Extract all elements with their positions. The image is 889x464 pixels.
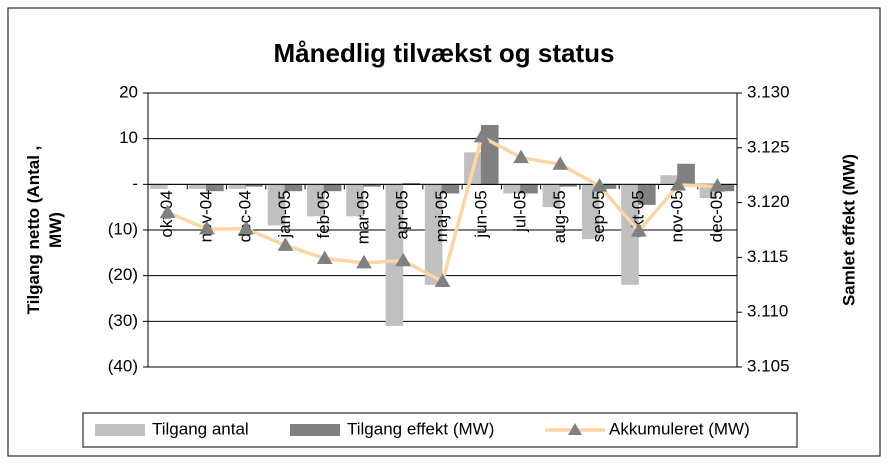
marker — [238, 220, 255, 235]
x-tick-label: aug-05 — [550, 190, 569, 243]
bar — [149, 184, 168, 189]
legend-box — [82, 412, 798, 448]
y-tick-label: (40) — [108, 356, 138, 375]
bar — [716, 184, 735, 192]
y2-tick-label: 3.110 — [747, 302, 788, 321]
marker — [159, 204, 176, 218]
bar — [385, 184, 404, 326]
bar — [581, 184, 600, 240]
y-tick-label: 20 — [119, 82, 138, 101]
bar — [542, 184, 561, 208]
x-tick-label: nov-05 — [668, 190, 687, 242]
bar — [441, 184, 460, 194]
legend-label: Tilgang antal — [152, 419, 249, 438]
bar — [503, 184, 522, 194]
chart-title: Månedlig tilvækst og status — [274, 38, 615, 68]
x-tick-label: nov-04 — [196, 190, 215, 242]
bar — [402, 182, 421, 185]
x-tick-label: feb-05 — [314, 190, 333, 238]
y-tick-label: (30) — [108, 311, 138, 330]
y-axis-title-line: MW) — [46, 212, 65, 248]
bar — [206, 184, 224, 192]
y-axis-title: Tilgang netto (Antal , MW) — [24, 146, 65, 315]
legend-label: Tilgang effekt (MW) — [347, 419, 494, 438]
bar — [245, 184, 263, 187]
x-tick-label: apr-05 — [393, 190, 412, 239]
x-tick-label: maj-05 — [432, 190, 451, 242]
y2-axis-title: Samlet effekt (MW) — [839, 154, 858, 306]
marker — [356, 254, 372, 269]
bar — [189, 184, 207, 189]
y2-tick-label: 3.125 — [747, 137, 790, 156]
bar — [424, 184, 443, 285]
y-tick-label: (10) — [108, 219, 138, 238]
marker — [316, 250, 333, 264]
bar — [660, 175, 679, 185]
y2-tick-label: 3.130 — [747, 82, 790, 101]
bar — [323, 184, 342, 192]
x-tick-label: jan-05 — [275, 190, 294, 238]
y2-tick-label: 3.120 — [747, 192, 790, 211]
marker — [630, 223, 647, 237]
x-tick-label: sep-05 — [589, 190, 608, 242]
bar — [520, 184, 538, 194]
bar — [228, 184, 247, 189]
marker — [709, 178, 726, 192]
bar — [346, 184, 364, 217]
x-tick-label: jun-05 — [471, 190, 490, 238]
bar — [621, 184, 639, 285]
y-tick-label: 10 — [119, 128, 138, 147]
marker — [277, 237, 294, 251]
marker — [395, 252, 412, 267]
bar — [284, 184, 303, 192]
bar — [637, 184, 656, 205]
y2-tick-label: 3.115 — [747, 247, 788, 266]
y-axis-title-line: Tilgang netto (Antal , — [24, 146, 43, 315]
bar — [559, 184, 578, 187]
y-tick-label: - — [132, 174, 138, 193]
marker — [591, 178, 608, 192]
legend-swatch — [290, 424, 340, 436]
bar — [363, 184, 381, 187]
y2-tick-label: 3.105 — [747, 356, 790, 375]
marker — [513, 149, 529, 164]
x-tick-label: jul-05 — [511, 190, 530, 233]
marker — [473, 128, 490, 143]
marker — [434, 273, 451, 288]
legend-marker — [568, 423, 582, 435]
marker — [670, 177, 686, 191]
x-tick-label: dec-05 — [707, 190, 726, 242]
x-tick-label: dec-04 — [236, 190, 255, 242]
bar — [267, 184, 286, 226]
bar — [307, 184, 325, 217]
bar — [677, 163, 695, 185]
legend-swatch — [95, 424, 145, 436]
x-tick-label: mar-05 — [353, 190, 372, 244]
bar — [598, 184, 617, 189]
legend-label: Akkumuleret (MW) — [609, 419, 750, 438]
marker — [552, 156, 569, 170]
marker — [199, 220, 215, 235]
y-tick-label: (20) — [108, 265, 138, 284]
